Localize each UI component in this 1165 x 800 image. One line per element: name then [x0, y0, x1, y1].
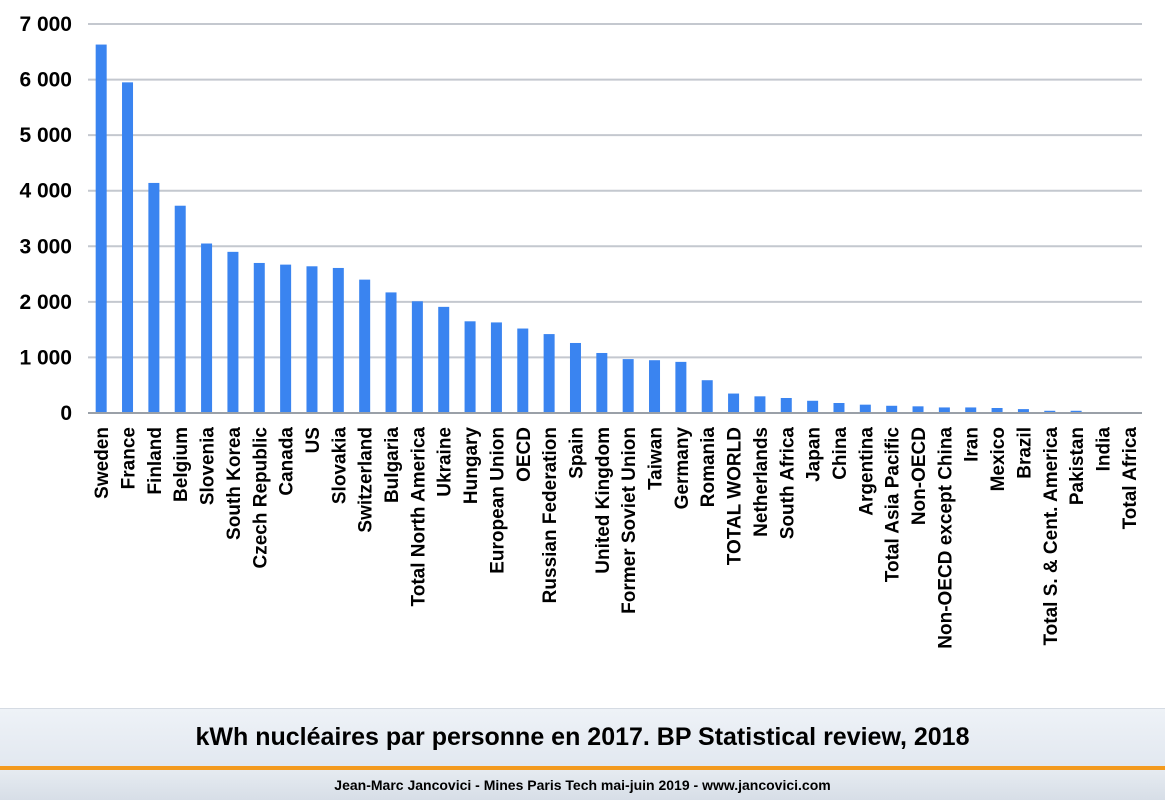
bar-russian-federation — [543, 334, 555, 413]
footer-band: Jean-Marc Jancovici - Mines Paris Tech m… — [0, 770, 1165, 800]
x-tick-label: Sweden — [92, 427, 113, 499]
caption-band: kWh nucléaires par personne en 2017. BP … — [0, 708, 1165, 767]
chart-caption: kWh nucléaires par personne en 2017. BP … — [195, 723, 970, 751]
bar-hungary — [464, 321, 476, 413]
x-tick-label: Hungary — [461, 427, 482, 505]
x-tick-label: Total Africa — [1120, 427, 1141, 530]
x-tick-label: Czech Republic — [250, 427, 271, 569]
bar-switzerland — [359, 279, 371, 413]
bar-total-north-america — [411, 301, 423, 413]
x-tick-label: Pakistan — [1067, 427, 1088, 505]
bar-non-oecd — [912, 406, 924, 413]
x-tick-label: Netherlands — [751, 427, 772, 537]
y-tick-label: 6 000 — [19, 69, 72, 92]
x-tick-label: Total S. & Cent. America — [1041, 427, 1062, 646]
x-tick-label: Bulgaria — [382, 427, 403, 503]
x-tick-label: Ukraine — [435, 427, 456, 497]
bar-china — [833, 402, 845, 413]
x-tick-label: Non-OECD except China — [935, 427, 956, 649]
x-tick-label: Slovakia — [329, 427, 350, 505]
x-tick-label: Japan — [804, 427, 825, 482]
y-tick-label: 3 000 — [19, 235, 72, 258]
gridlines — [88, 23, 1142, 359]
bar-taiwan — [649, 360, 661, 413]
y-tick-label: 7 000 — [19, 13, 72, 36]
orange-divider — [0, 766, 1165, 770]
y-tick-label: 5 000 — [19, 124, 72, 147]
x-tick-label: Switzerland — [356, 427, 377, 533]
bar-total-asia-pacific — [886, 405, 898, 413]
bars — [95, 44, 1135, 414]
bar-chart: 0 1 000 2 000 3 000 4 000 5 000 6 000 7 000 Swe… — [19, 13, 1142, 649]
x-tick-label: Total North America — [408, 427, 429, 607]
bar-netherlands — [754, 396, 766, 413]
bar-slovakia — [332, 267, 344, 413]
bar-oecd — [517, 328, 529, 413]
bar-us — [306, 266, 318, 413]
x-tick-label: Total Asia Pacific — [883, 427, 904, 583]
bar-belgium — [174, 205, 186, 413]
x-tick-label: India — [1093, 427, 1114, 472]
bar-argentina — [859, 404, 871, 413]
x-tick-label: Belgium — [171, 427, 192, 502]
bar-bulgaria — [385, 292, 397, 413]
bar-japan — [807, 400, 819, 413]
bar-romania — [701, 380, 713, 413]
bar-finland — [148, 182, 160, 413]
x-tick-label: Slovenia — [198, 427, 219, 506]
bar-pakistan — [1070, 410, 1082, 413]
x-tick-label: Germany — [672, 427, 693, 510]
x-tick-label: France — [119, 427, 140, 489]
bar-brazil — [1017, 409, 1029, 413]
y-tick-labels: 0 1 000 2 000 3 000 4 000 5 000 6 000 7 000 — [19, 13, 72, 425]
y-tick-label: 0 — [60, 402, 72, 425]
bar-france — [122, 82, 134, 413]
x-tick-label: Russian Federation — [540, 427, 561, 603]
x-tick-label: OECD — [514, 427, 535, 482]
x-tick-label: Finland — [145, 427, 166, 495]
bar-total-world — [728, 393, 740, 413]
x-tick-label: Argentina — [856, 427, 877, 516]
bar-spain — [569, 342, 581, 413]
bar-mexico — [991, 407, 1003, 413]
x-tick-label: Romania — [698, 427, 719, 508]
x-tick-label: Non-OECD — [909, 427, 930, 525]
bar-iran — [965, 407, 977, 413]
bar-total-s-cent-america — [1044, 410, 1056, 413]
x-tick-label: Mexico — [988, 427, 1009, 491]
x-tick-label: China — [830, 427, 851, 480]
x-tick-label: Brazil — [1014, 427, 1035, 479]
x-tick-label: Iran — [962, 427, 983, 462]
bar-sweden — [95, 44, 107, 413]
chart-panel: 0 1 000 2 000 3 000 4 000 5 000 6 000 7 000 Swe… — [19, 13, 1142, 649]
bar-ukraine — [438, 306, 450, 413]
x-tick-label: Canada — [277, 427, 298, 496]
x-tick-label: Taiwan — [646, 427, 667, 490]
bar-slovenia — [201, 243, 213, 413]
bar-czech-republic — [253, 262, 265, 413]
bar-united-kingdom — [596, 352, 608, 413]
bar-canada — [280, 264, 292, 413]
y-tick-label: 4 000 — [19, 180, 72, 203]
y-tick-label: 1 000 — [19, 346, 72, 369]
x-tick-label: South Korea — [224, 427, 245, 540]
bar-germany — [675, 361, 687, 413]
bar-european-union — [490, 322, 502, 413]
footer-credit: Jean-Marc Jancovici - Mines Paris Tech m… — [334, 777, 831, 793]
x-tick-label: European Union — [487, 427, 508, 574]
bar-south-africa — [780, 397, 792, 413]
x-tick-labels: Sweden France Finland Belgium Slovenia South … — [92, 427, 1141, 649]
bar-former-soviet-union — [622, 359, 634, 413]
bar-south-korea — [227, 251, 239, 413]
y-tick-label: 2 000 — [19, 291, 72, 314]
bar-non-oecd-except-china — [938, 407, 950, 413]
x-tick-label: TOTAL WORLD — [725, 427, 746, 565]
x-tick-label: US — [303, 427, 324, 453]
x-tick-label: Spain — [566, 427, 587, 479]
x-tick-label: United Kingdom — [593, 427, 614, 574]
x-tick-label: South Africa — [777, 427, 798, 540]
x-tick-label: Former Soviet Union — [619, 427, 640, 614]
